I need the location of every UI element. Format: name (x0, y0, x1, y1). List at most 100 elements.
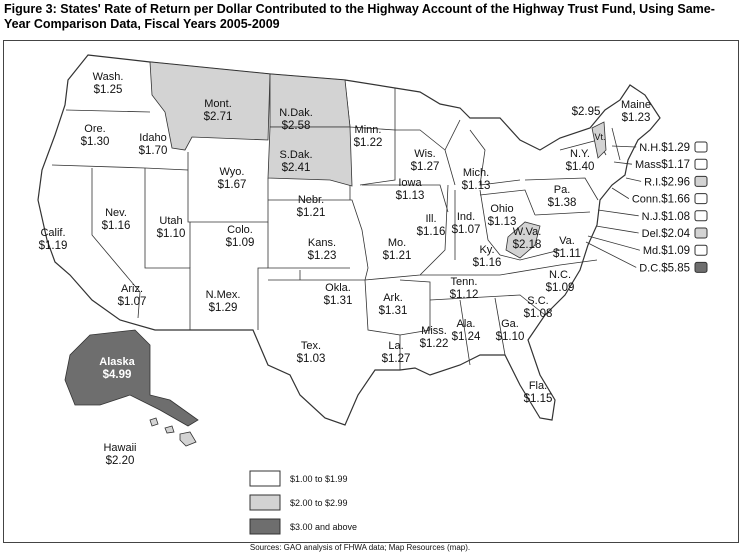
callout-name: Md. (643, 245, 661, 257)
state-name: Ohio (490, 203, 513, 215)
state-value: $1.10 (496, 331, 525, 343)
state-name: Tenn. (451, 276, 478, 288)
leader-line (625, 177, 642, 182)
callout-label: Md.$1.09 (643, 245, 690, 257)
callout-swatch (694, 244, 708, 256)
state-shape (179, 431, 197, 447)
state-name: Wis. (414, 148, 435, 160)
state-name: N.Y. (570, 148, 590, 160)
state-value: $1.08 (524, 308, 553, 320)
title: Figure 3: States' Rate of Return per Dol… (4, 2, 715, 31)
callout-name: Del. (642, 228, 662, 240)
legend-label: $1.00 to $1.99 (290, 474, 348, 484)
leader-line (611, 145, 637, 148)
state-borders (51, 81, 621, 370)
state-value: $1.13 (462, 180, 491, 192)
state-name: La. (388, 340, 403, 352)
state-name: Fla. (529, 380, 547, 392)
state-name: N.Mex. (206, 289, 241, 301)
callout-value: $1.17 (661, 159, 690, 171)
leader-line (585, 241, 637, 268)
state-name: Colo. (227, 224, 253, 236)
state-name: Minn. (355, 124, 382, 136)
state-value: $1.21 (297, 207, 326, 219)
state-name: Idaho (139, 132, 167, 144)
leader-line (613, 161, 632, 165)
state-name: Iowa (398, 177, 422, 189)
callout-label: Mass$1.17 (635, 159, 690, 171)
state-name: Ark. (383, 292, 403, 304)
state-name: Alaska (99, 356, 135, 368)
state-value: $1.27 (382, 353, 411, 365)
state-name: Ala. (457, 318, 476, 330)
state-name: Va. (559, 235, 575, 247)
state-shape (164, 425, 175, 434)
state-value: $1.22 (354, 137, 383, 149)
state-value: $1.31 (379, 305, 408, 317)
callout-swatch (694, 175, 708, 187)
callout-label: D.C.$5.85 (639, 262, 690, 274)
state-name: W.Va. (513, 226, 542, 238)
state-value: $2.20 (106, 455, 135, 467)
state-value: $1.03 (297, 353, 326, 365)
state-value: $4.99 (103, 369, 132, 381)
state-name: Utah (159, 215, 182, 227)
source: Sources: GAO analysis of FHWA data; Map … (250, 543, 470, 552)
state-value: $1.19 (39, 240, 68, 252)
state-name: Mont. (204, 98, 232, 110)
shaded-states (64, 61, 607, 447)
state-name: Wash. (93, 71, 124, 83)
callout-name: Mass (635, 159, 662, 171)
state-value: $1.07 (452, 224, 481, 236)
leader-line (595, 225, 639, 234)
legend-label: $3.00 and above (290, 522, 357, 532)
state-name: Tex. (301, 340, 321, 352)
state-value: $1.40 (566, 161, 595, 173)
leader-line (597, 209, 639, 217)
state-name: Ky. (479, 244, 494, 256)
state-name: Miss. (421, 325, 447, 337)
state-value: $1.29 (209, 302, 238, 314)
state-value: $1.15 (524, 393, 553, 405)
leader-line (587, 235, 640, 251)
state-value: $1.16 (102, 220, 131, 232)
state-name: S.C. (527, 295, 548, 307)
state-name: Maine (621, 99, 651, 111)
state-name: Ariz. (121, 283, 143, 295)
state-value: $1.23 (622, 112, 651, 124)
state-value: $1.12 (450, 289, 479, 301)
state-name: Nev. (105, 207, 127, 219)
state-value: $1.10 (157, 228, 186, 240)
state-value: $1.25 (94, 84, 123, 96)
state-name: Kans. (308, 237, 336, 249)
state-name: Nebr. (298, 194, 324, 206)
state-name: Wyo. (220, 166, 245, 178)
state-value: $2.71 (204, 111, 233, 123)
state-value: $1.30 (81, 136, 110, 148)
callout-swatch (694, 158, 708, 170)
state-shape (149, 61, 271, 151)
state-value: $1.24 (452, 331, 481, 343)
state-value: $1.13 (488, 216, 517, 228)
callout-label: Del.$2.04 (642, 228, 691, 240)
callout-name: N.H. (639, 142, 661, 154)
state-value: $1.31 (324, 295, 353, 307)
state-name: Mich. (463, 167, 489, 179)
state-value: $1.38 (548, 197, 577, 209)
callouts: N.H.$1.29Mass$1.17R.I.$2.96Conn.$1.66N.J… (585, 141, 708, 274)
state-name: N.Dak. (279, 107, 313, 119)
legend: $1.00 to $1.99 $2.00 to $2.99 $3.00 and ab… (249, 470, 357, 535)
callout-value: $1.29 (661, 142, 690, 154)
legend-swatch (249, 470, 281, 487)
legend-swatch (249, 518, 281, 535)
state-name: Calif. (40, 227, 65, 239)
state-value: $1.67 (218, 179, 247, 191)
state-name: Ill. (426, 213, 437, 225)
state-value: $2.95 (572, 106, 601, 118)
state-value: $1.16 (473, 257, 502, 269)
state-value: $1.13 (396, 190, 425, 202)
callout-label: R.I.$2.96 (644, 176, 690, 188)
callout-label: N.J.$1.08 (642, 211, 690, 223)
